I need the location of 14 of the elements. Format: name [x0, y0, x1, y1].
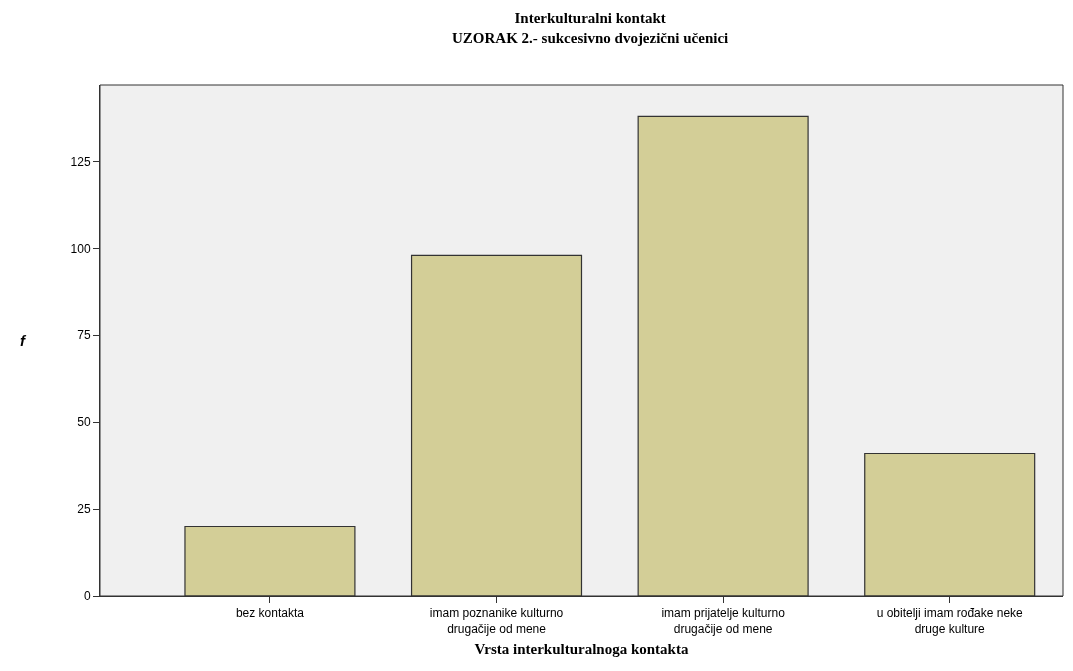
y-tick-label: 50: [77, 415, 91, 430]
x-tick-label: u obitelji imam rođake neke druge kulture: [876, 606, 1024, 636]
x-tick-label: bez kontakta: [235, 606, 305, 621]
x-axis-title: Vrsta interkulturalnoga kontakta: [474, 641, 689, 657]
x-tick-label: imam poznanike kulturno drugačije od mene: [429, 606, 564, 636]
chart-subtitle: UZORAK 2.- sukcesivno dvojezični učenici: [452, 29, 729, 46]
y-tick-label: 75: [77, 328, 91, 343]
chart-title: Interkulturalni kontakt: [514, 10, 666, 27]
x-tick-label: imam prijatelje kulturno drugačije od mene: [661, 606, 786, 636]
y-tick-label: 0: [83, 589, 91, 604]
y-axis-title: f: [20, 332, 27, 349]
y-tick-label: 125: [70, 154, 91, 169]
y-tick-label: 100: [70, 241, 91, 256]
y-tick-label: 25: [77, 502, 91, 517]
